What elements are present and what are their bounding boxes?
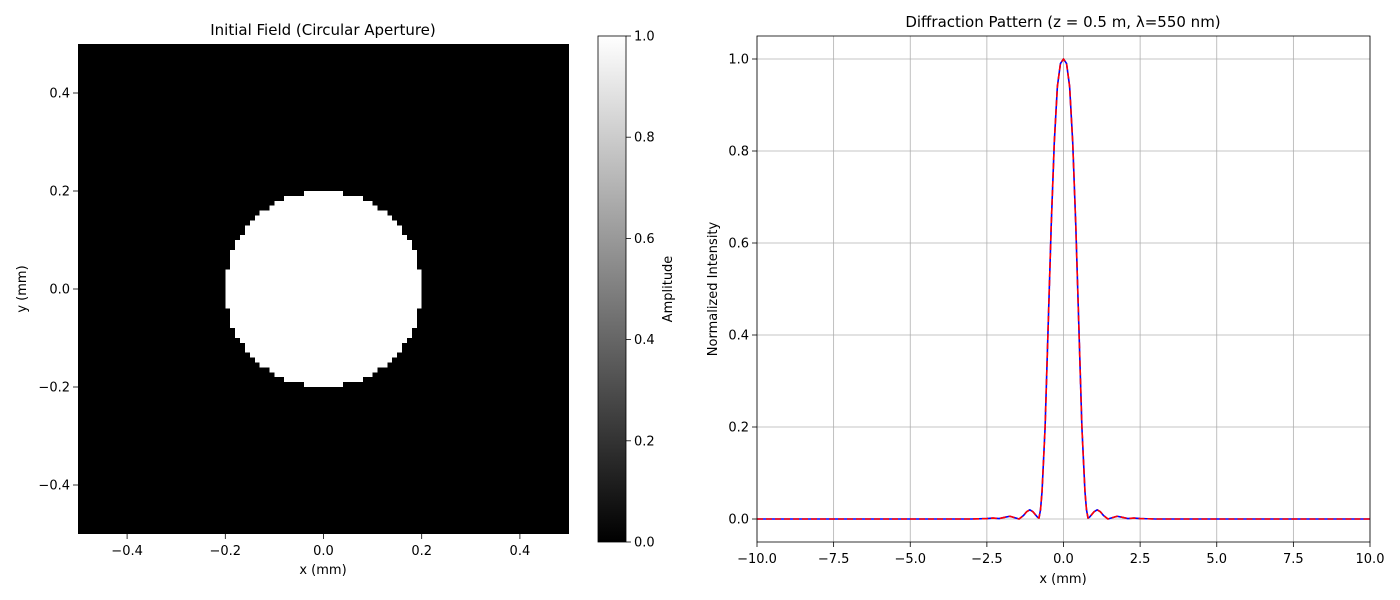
heatmap-y-tick-label: 0.2 — [49, 185, 70, 200]
line-y-tick-label: 0.2 — [728, 421, 749, 436]
line-x-tick-label: −10.0 — [737, 552, 777, 567]
heatmap-x-tick-label: 0.2 — [411, 544, 432, 559]
intensity-line-dashed — [757, 58, 1370, 520]
heatmap-y-tick-label: 0.0 — [49, 283, 70, 298]
colorbar-tick-label: 1.0 — [634, 30, 655, 45]
aperture-opening — [225, 191, 422, 387]
line-y-tick-label: 0.6 — [728, 237, 749, 252]
line-series-group — [757, 58, 1370, 520]
line-y-tick-label: 0.0 — [728, 513, 749, 528]
colorbar-gradient — [597, 35, 627, 543]
line-x-tick-label: 0.0 — [1053, 552, 1074, 567]
line-x-tick-label: −2.5 — [971, 552, 1003, 567]
line-x-ticks: −10.0 −7.5 −5.0 −2.5 0.0 2.5 5.0 7.5 10.0 — [737, 542, 1384, 567]
diffraction-line-panel: Diffraction Pattern (z = 0.5 m, λ=550 nm… — [706, 13, 1384, 587]
colorbar: 0.0 0.2 0.4 0.6 0.8 1.0 Amplitude — [597, 30, 676, 551]
heatmap-x-tick-label: 0.4 — [510, 544, 531, 559]
line-y-tick-label: 1.0 — [728, 53, 749, 68]
heatmap-x-axis-label: x (mm) — [299, 563, 346, 578]
line-x-tick-label: −5.0 — [894, 552, 926, 567]
line-y-tick-label: 0.4 — [728, 329, 749, 344]
heatmap-title: Initial Field (Circular Aperture) — [210, 21, 436, 39]
line-x-tick-label: 2.5 — [1130, 552, 1151, 567]
line-x-tick-label: 5.0 — [1206, 552, 1227, 567]
aperture-heatmap-panel: Initial Field (Circular Aperture) x (mm)… — [15, 21, 569, 578]
colorbar-tick-label: 0.2 — [634, 434, 655, 449]
heatmap-y-tick-label: 0.4 — [49, 87, 70, 102]
heatmap-x-ticks: −0.4 −0.2 0.0 0.2 0.4 — [111, 534, 530, 559]
heatmap-y-tick-label: −0.2 — [38, 381, 70, 396]
heatmap-plot-area — [78, 44, 569, 534]
heatmap-x-tick-label: −0.2 — [210, 544, 242, 559]
line-x-tick-label: 10.0 — [1356, 552, 1385, 567]
line-x-tick-label: 7.5 — [1283, 552, 1304, 567]
heatmap-y-tick-label: −0.4 — [38, 479, 70, 494]
line-x-tick-label: −7.5 — [818, 552, 850, 567]
colorbar-tick-label: 0.6 — [634, 232, 655, 247]
line-y-tick-label: 0.8 — [728, 145, 749, 160]
colorbar-ticks: 0.0 0.2 0.4 0.6 0.8 1.0 — [626, 30, 655, 551]
heatmap-x-tick-label: 0.0 — [313, 544, 334, 559]
colorbar-tick-label: 0.0 — [634, 536, 655, 551]
line-y-axis-label: Normalized Intensity — [706, 221, 721, 356]
colorbar-tick-label: 0.4 — [634, 333, 655, 348]
colorbar-tick-label: 0.8 — [634, 131, 655, 146]
line-x-axis-label: x (mm) — [1039, 572, 1086, 587]
line-chart-title: Diffraction Pattern (z = 0.5 m, λ=550 nm… — [905, 13, 1220, 31]
heatmap-y-ticks: −0.4 −0.2 0.0 0.2 0.4 — [38, 87, 78, 494]
heatmap-y-axis-label: y (mm) — [15, 265, 30, 312]
colorbar-label: Amplitude — [661, 256, 676, 323]
heatmap-x-tick-label: −0.4 — [111, 544, 143, 559]
line-y-ticks: 0.0 0.2 0.4 0.6 0.8 1.0 — [728, 53, 757, 528]
